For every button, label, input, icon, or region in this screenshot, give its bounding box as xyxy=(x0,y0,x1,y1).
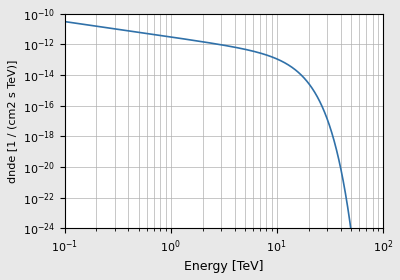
Y-axis label: dnde [1 / (cm2 s TeV)]: dnde [1 / (cm2 s TeV)] xyxy=(7,59,17,183)
X-axis label: Energy [TeV]: Energy [TeV] xyxy=(184,260,264,273)
